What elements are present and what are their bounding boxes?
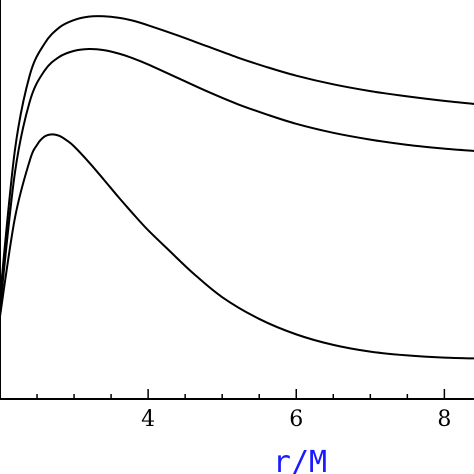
x-tick-label-6: 6 [289,407,303,432]
x-tick-label-8: 8 [437,407,451,432]
series-line-3 [0,133,474,360]
series-line-1 [0,15,474,299]
x-major-ticks [147,389,446,399]
series-line-2 [0,47,474,310]
series-curves [0,15,474,360]
x-tick-labels: 4 6 8 [141,407,451,432]
x-axis-label: r/M [273,445,327,474]
x-minor-ticks [36,394,409,399]
x-tick-label-4: 4 [141,407,155,432]
